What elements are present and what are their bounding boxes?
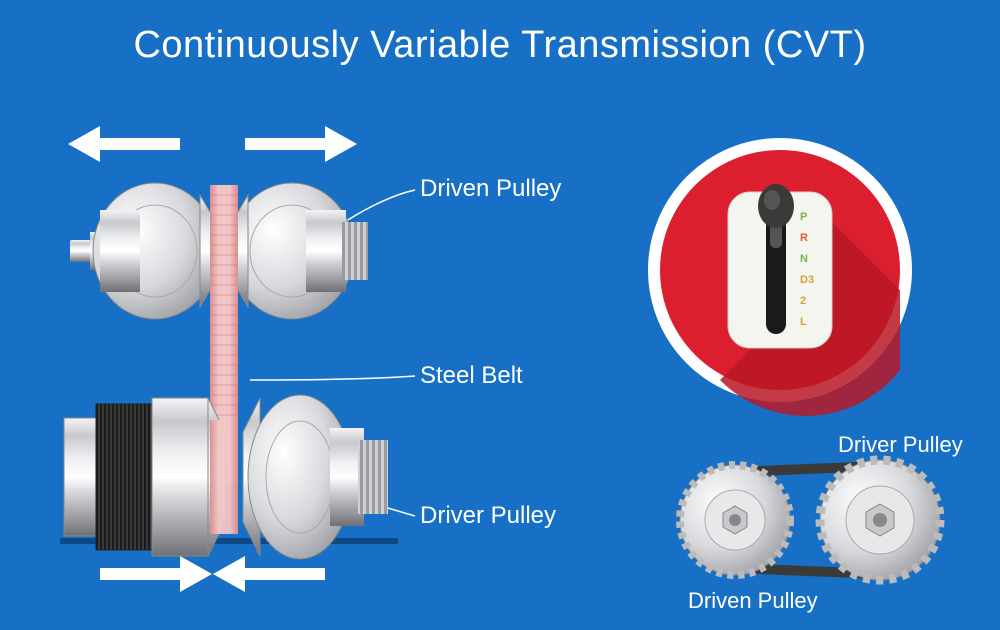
svg-text:R: R: [800, 232, 808, 244]
shifter-badge-icon: P R N D3 2 L: [648, 138, 912, 416]
svg-text:P: P: [800, 211, 807, 223]
small-pulley-pair: [680, 460, 940, 580]
svg-text:2: 2: [800, 295, 806, 307]
arrow-bottom-left-icon: [100, 556, 212, 592]
arrow-top-left-icon: [68, 126, 180, 162]
svg-text:D3: D3: [800, 274, 814, 286]
svg-text:N: N: [800, 253, 808, 265]
diagram-svg: P R N D3 2 L: [0, 0, 1000, 630]
svg-text:L: L: [800, 316, 807, 328]
arrow-bottom-right-icon: [213, 556, 325, 592]
arrow-top-right-icon: [245, 126, 357, 162]
